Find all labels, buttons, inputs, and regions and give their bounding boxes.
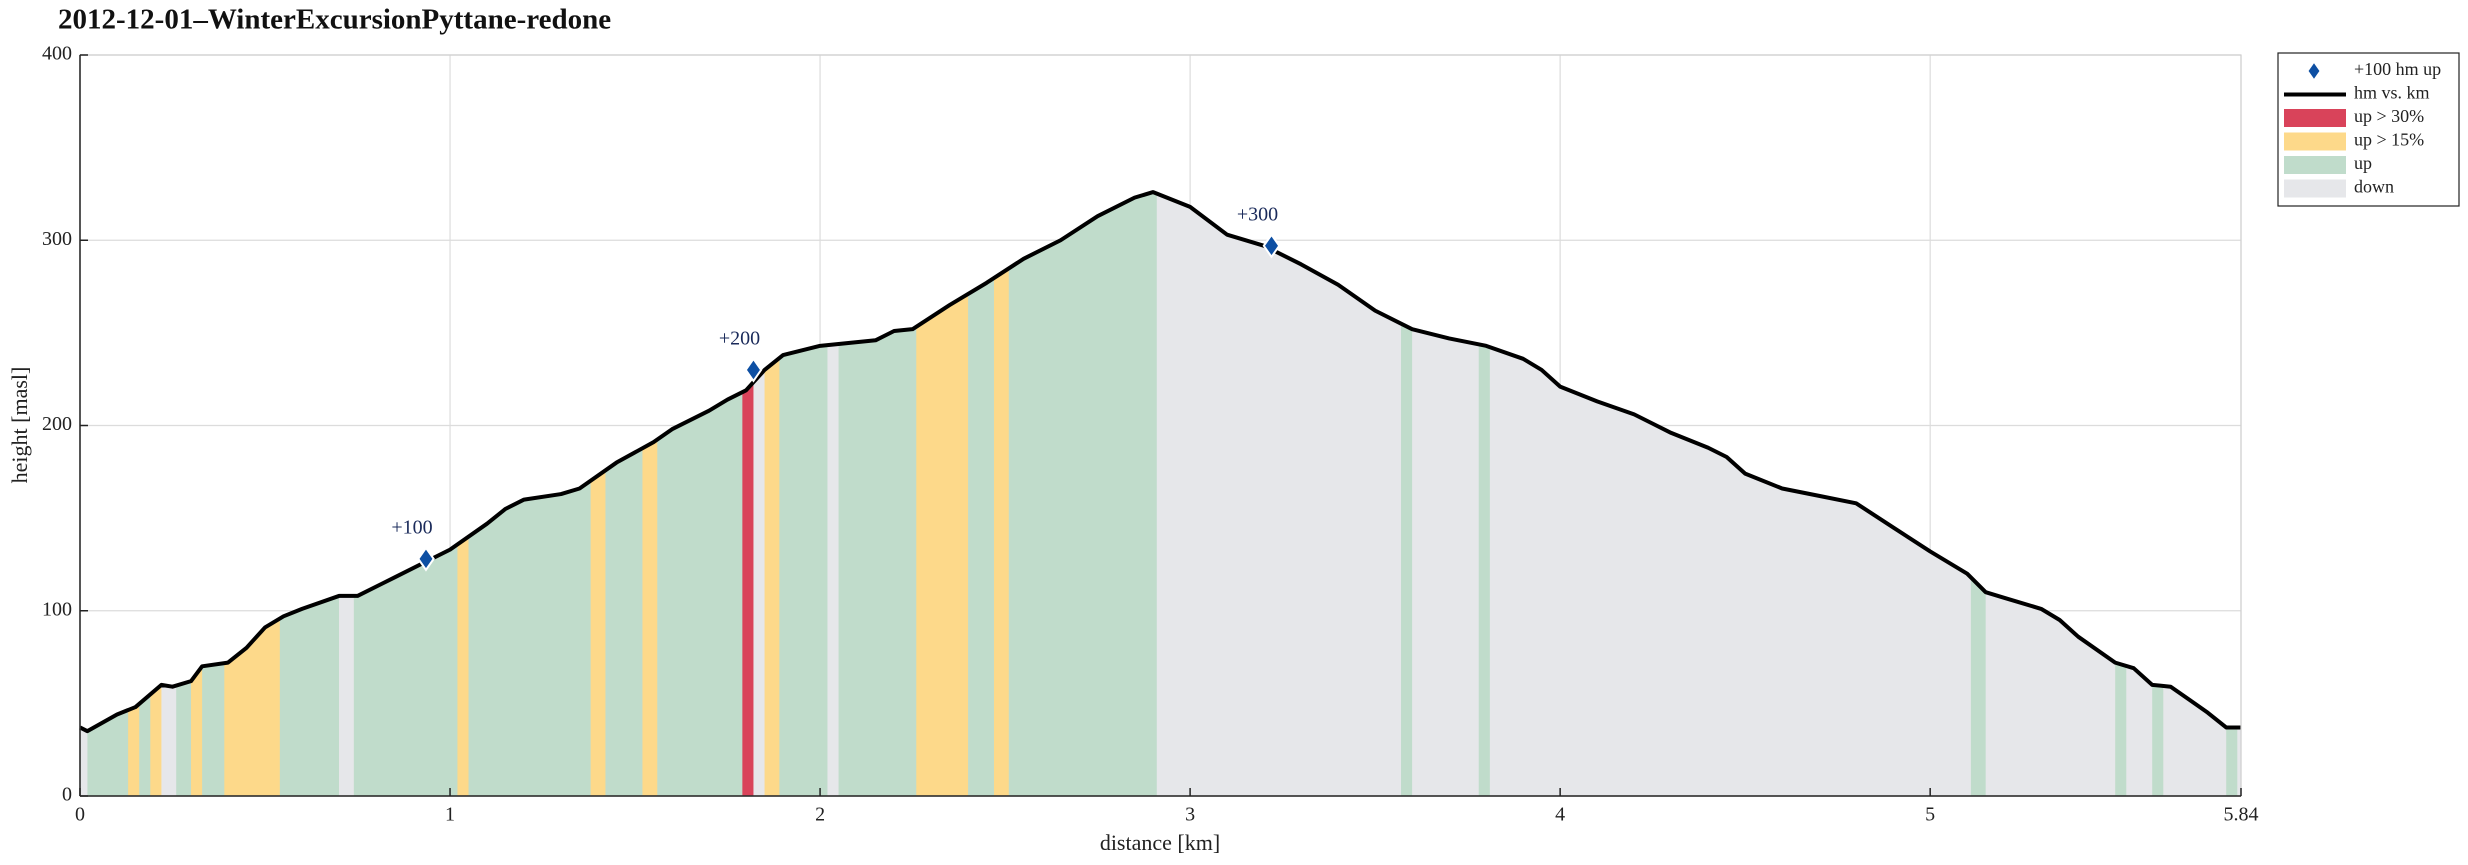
y-tick-label: 0	[62, 784, 72, 806]
legend-label: up > 30%	[2354, 106, 2424, 126]
band	[753, 192, 766, 796]
marker	[1262, 233, 1281, 259]
marker	[417, 546, 435, 572]
marker-label: +100	[391, 516, 432, 538]
y-tick-label: 100	[42, 598, 72, 620]
marker-label: +200	[719, 328, 760, 350]
x-tick-label: 5.84	[2224, 804, 2259, 826]
y-tick-label: 200	[42, 413, 72, 435]
legend-swatch	[2284, 156, 2346, 174]
x-tick-label: 3	[1185, 804, 1195, 826]
band	[993, 192, 1010, 796]
band	[742, 192, 754, 796]
y-axis-label: height [masl]	[7, 367, 32, 484]
x-tick-label: 5	[1925, 804, 1935, 826]
legend-marker	[2306, 60, 2322, 82]
x-tick-label: 2	[815, 804, 825, 826]
band	[1401, 192, 1413, 796]
x-tick-label: 4	[1555, 804, 1565, 826]
y-tick-label: 400	[42, 43, 72, 65]
legend-label: up > 15%	[2354, 130, 2424, 150]
legend-swatch	[2284, 179, 2346, 198]
legend-label: +100 hm up	[2354, 59, 2441, 79]
marker-label: +300	[1237, 203, 1278, 225]
x-axis-label: distance [km]	[1100, 830, 1220, 855]
legend-label: down	[2354, 177, 2394, 197]
marker	[744, 357, 763, 383]
profile-line	[79, 190, 2241, 734]
y-tick-label: 300	[42, 228, 72, 250]
legend-label: up	[2354, 153, 2372, 173]
band	[827, 192, 840, 796]
legend-swatch	[2284, 109, 2346, 127]
x-tick-label: 1	[445, 804, 455, 826]
chart-title: 2012-12-01–WinterExcursionPyttane-redone	[58, 4, 611, 36]
legend-swatch	[2284, 132, 2346, 151]
legend-label: hm vs. km	[2354, 83, 2430, 103]
x-tick-label: 0	[75, 804, 85, 826]
band	[1478, 192, 1491, 796]
band	[1008, 192, 1158, 796]
